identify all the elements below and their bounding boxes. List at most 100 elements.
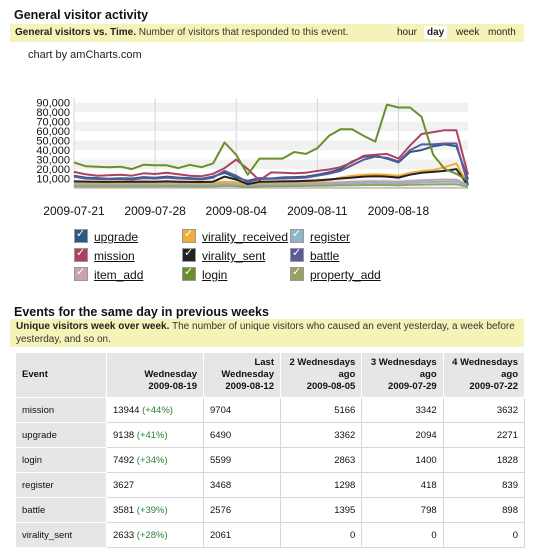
week-4-value: 839: [442, 472, 526, 498]
table-row: mission 13944 (+44%) 9704 5166 3342 3632: [15, 397, 526, 423]
chart-band: [74, 121, 468, 132]
week-4-value: 2271: [442, 422, 526, 448]
section-description-bar: Unique visitors week over week. The numb…: [10, 319, 524, 347]
section-title-previous-weeks: Events for the same day in previous week…: [14, 305, 269, 319]
table-row: battle 3581 (+39%) 2576 1395 798 898: [15, 497, 526, 523]
week-3-value: 1400: [361, 447, 444, 473]
legend-item-virality-received[interactable]: virality_received: [182, 227, 288, 245]
week-4-value: 898: [442, 497, 526, 523]
week-3-value: 418: [361, 472, 444, 498]
series-line-virality-sent: [73, 168, 469, 187]
series-line-battle: [73, 142, 469, 185]
y-tick-label: 30,000: [36, 155, 70, 167]
table-row: upgrade 9138 (+41%) 6490 3362 2094 2271: [15, 422, 526, 448]
event-name: register: [15, 472, 107, 498]
chart-legend: upgrade mission item_add virality_receiv…: [74, 227, 404, 285]
column-header-4-wednesdays-ago: 4 Wednesdays ago 2009-07-22: [442, 352, 526, 398]
legend-item-upgrade[interactable]: upgrade: [74, 227, 138, 245]
week-4-value: 0: [442, 522, 526, 548]
x-tick-label: 2009-08-11: [287, 204, 348, 218]
current-value: 3627: [106, 472, 204, 498]
chart-credit: chart by amCharts.com: [28, 49, 142, 61]
current-value: 7492 (+34%): [106, 447, 204, 473]
checkbox-icon: [182, 227, 196, 243]
series-line-login: [73, 103, 469, 182]
column-header-last-wednesday: Last Wednesday 2009-08-12: [203, 352, 281, 398]
y-tick-label: 90,000: [36, 98, 70, 110]
y-tick-label: 50,000: [36, 136, 70, 148]
checkbox-icon: [290, 265, 304, 281]
week-4-value: 1828: [442, 447, 526, 473]
legend-item-item-add[interactable]: item_add: [74, 265, 143, 283]
x-tick-label: 2009-08-04: [206, 204, 268, 218]
checkbox-icon: [182, 265, 196, 281]
table-row: register 3627 3468 1298 418 839: [15, 472, 526, 498]
week-1-value: 2061: [203, 522, 281, 548]
event-name: login: [15, 447, 107, 473]
column-header-3-wednesdays-ago: 3 Wednesdays ago 2009-07-29: [361, 352, 444, 398]
chart-band: [74, 140, 468, 151]
week-3-value: 0: [361, 522, 444, 548]
table-row: virality_sent 2633 (+28%) 2061 0 0 0: [15, 522, 526, 548]
chart-band: [74, 102, 468, 113]
section-description-bar: General visitors vs. Time. Number of vis…: [10, 24, 524, 42]
checkbox-icon: [74, 227, 88, 243]
week-3-value: 3342: [361, 397, 444, 423]
week-4-value: 3632: [442, 397, 526, 423]
series-line-register: [73, 180, 469, 188]
legend-item-login[interactable]: login: [182, 265, 227, 283]
week-2-value: 5166: [279, 397, 363, 423]
x-tick-label: 2009-08-18: [368, 204, 430, 218]
week-1-value: 2576: [203, 497, 281, 523]
table-header-row: Event Wednesday 2009-08-19 Last Wednesday 2…: [15, 352, 526, 398]
y-tick-label: 10,000: [36, 174, 70, 186]
column-header-event: Event: [15, 352, 107, 398]
week-1-value: 9704: [203, 397, 281, 423]
week-3-value: 2094: [361, 422, 444, 448]
week-1-value: 5599: [203, 447, 281, 473]
checkbox-icon: [290, 246, 304, 262]
checkbox-icon: [74, 246, 88, 262]
y-tick-label: 60,000: [36, 126, 70, 138]
y-tick-label: 40,000: [36, 145, 70, 157]
checkbox-icon: [74, 265, 88, 281]
x-tick-label: 2009-07-21: [43, 204, 105, 218]
series-line-mission: [73, 129, 469, 182]
legend-item-register[interactable]: register: [290, 227, 350, 245]
week-3-value: 798: [361, 497, 444, 523]
event-name: battle: [15, 497, 107, 523]
week-2-value: 3362: [279, 422, 363, 448]
range-week-button[interactable]: week: [456, 27, 480, 38]
legend-item-property-add[interactable]: property_add: [290, 265, 381, 283]
range-month-button[interactable]: month: [488, 27, 516, 38]
x-tick-label: 2009-07-28: [124, 204, 186, 218]
week-2-value: 0: [279, 522, 363, 548]
column-header-2-wednesdays-ago: 2 Wednesdays ago 2009-08-05: [279, 352, 363, 398]
week-2-value: 2863: [279, 447, 363, 473]
weekly-events-table: Event Wednesday 2009-08-19 Last Wednesday 2…: [15, 352, 526, 548]
current-value: 9138 (+41%): [106, 422, 204, 448]
week-1-value: 6490: [203, 422, 281, 448]
checkbox-icon: [182, 246, 196, 262]
event-name: virality_sent: [15, 522, 107, 548]
current-value: 13944 (+44%): [106, 397, 204, 423]
range-day-button[interactable]: day: [424, 26, 448, 39]
series-line-property-add: [73, 183, 469, 188]
range-hour-button[interactable]: hour: [397, 27, 418, 38]
legend-item-battle[interactable]: battle: [290, 246, 339, 264]
table-row: login 7492 (+34%) 5599 2863 1400 1828: [15, 447, 526, 473]
y-tick-label: 80,000: [36, 107, 70, 119]
event-name: mission: [15, 397, 107, 423]
checkbox-icon: [290, 227, 304, 243]
current-value: 2633 (+28%): [106, 522, 204, 548]
week-2-value: 1395: [279, 497, 363, 523]
week-1-value: 3468: [203, 472, 281, 498]
current-value: 3581 (+39%): [106, 497, 204, 523]
event-name: upgrade: [15, 422, 107, 448]
y-tick-label: 70,000: [36, 117, 70, 129]
legend-item-mission[interactable]: mission: [74, 246, 135, 264]
chart-band: [74, 159, 468, 170]
legend-item-virality-sent[interactable]: virality_sent: [182, 246, 265, 264]
line-chart: 90,00080,00070,00060,00050,00040,00030,0…: [36, 98, 469, 218]
section-title-visitor-activity: General visitor activity: [14, 8, 149, 22]
